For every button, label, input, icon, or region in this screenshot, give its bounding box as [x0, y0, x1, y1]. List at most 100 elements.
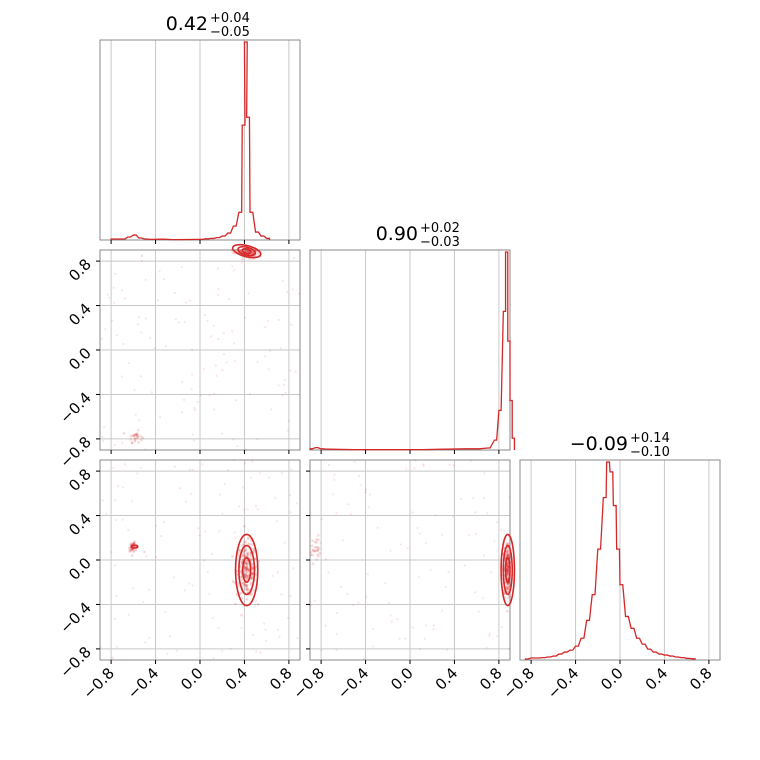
scatter-point-1-5 — [254, 557, 257, 560]
scatter-point-2-83 — [506, 541, 509, 545]
title-value-1: 0.90 — [376, 223, 418, 245]
scatter-point-2-59 — [506, 564, 509, 568]
hist-line-2 — [524, 461, 696, 660]
scatter-point-0-171 — [123, 297, 126, 300]
scatter-point-0-110 — [137, 441, 140, 444]
scatter-point-0-178 — [248, 393, 252, 396]
scatter-point-2-298 — [389, 549, 392, 552]
scatter-point-1-212 — [245, 564, 249, 568]
scatter-point-0-99 — [245, 249, 248, 252]
scatter-point-0-158 — [285, 290, 289, 294]
scatter-point-1-111 — [250, 566, 254, 569]
scatter-point-0-4 — [243, 249, 247, 252]
hist-bar-2-9 — [576, 646, 579, 660]
scatter-point-2-237 — [422, 463, 425, 466]
scatter-point-1-330 — [136, 472, 139, 475]
scatter-point-2-235 — [451, 515, 455, 518]
scatter-point-0-175 — [134, 413, 137, 416]
scatter-point-2-272 — [324, 558, 328, 561]
scatter-point-1-262 — [132, 541, 136, 545]
hist-bar-0-20 — [247, 117, 250, 240]
hist-bar-2-32 — [692, 659, 695, 660]
scatter-point-2-310 — [467, 533, 470, 537]
scatter-point-1-351 — [240, 627, 243, 630]
scatter-point-1-99 — [249, 577, 253, 580]
scatter-point-2-208 — [313, 540, 317, 544]
scatter-point-0-211 — [190, 348, 194, 351]
scatter-point-2-292 — [474, 591, 477, 594]
scatter-point-1-68 — [248, 556, 252, 560]
scatter-point-1-308 — [232, 459, 235, 462]
hist-bar-1-7 — [466, 449, 468, 450]
scatter-point-2-196 — [318, 551, 322, 555]
scatter-point-2-128 — [506, 582, 510, 585]
scatter-point-2-254 — [349, 512, 352, 516]
scatter-point-0-181 — [153, 346, 156, 350]
scatter-point-0-240 — [164, 345, 167, 348]
scatter-point-1-273 — [246, 508, 249, 511]
scatter-point-1-342 — [189, 492, 193, 496]
scatter-point-0-125 — [133, 436, 137, 440]
scatter-point-2-21 — [506, 569, 509, 573]
scatter-point-2-64 — [504, 555, 508, 558]
scatter-point-0-115 — [133, 439, 137, 442]
scatter-point-2-227 — [416, 526, 419, 529]
scatter-point-2-87 — [506, 570, 510, 573]
scatter-point-0-246 — [279, 347, 282, 350]
scatter-point-0-163 — [144, 317, 147, 320]
hist-bar-1-1 — [316, 448, 318, 450]
scatter-point-1-224 — [244, 588, 248, 592]
scatter-point-2-232 — [463, 564, 466, 567]
scatter-point-1-343 — [114, 564, 117, 567]
scatter-point-0-226 — [100, 337, 103, 340]
scatter-point-0-245 — [120, 375, 123, 378]
scatter-point-2-193 — [315, 538, 318, 541]
scatter-point-1-149 — [238, 548, 242, 552]
scatter-point-2-20 — [507, 552, 510, 555]
title-value-0: 0.42 — [166, 13, 208, 35]
scatter-point-2-189 — [313, 545, 317, 549]
scatter-point-1-48 — [246, 568, 249, 571]
scatter-point-1-158 — [252, 548, 256, 551]
scatter-point-0-182 — [114, 272, 117, 275]
scatter-point-2-203 — [317, 538, 320, 541]
scatter-point-1-309 — [113, 617, 117, 621]
scatter-point-0-173 — [221, 369, 224, 372]
scatter-point-2-132 — [506, 552, 509, 556]
scatter-point-0-200 — [222, 332, 225, 335]
scatter-point-2-276 — [432, 624, 435, 627]
title-value-2: −0.09 — [570, 433, 628, 455]
scatter-point-2-301 — [359, 484, 362, 487]
scatter-point-1-337 — [145, 555, 148, 558]
scatter-point-1-130 — [250, 577, 254, 581]
scatter-point-2-23 — [506, 564, 510, 567]
scatter-point-1-0 — [244, 548, 248, 552]
scatter-point-1-361 — [132, 587, 135, 590]
scatter-point-0-156 — [133, 440, 137, 443]
scatter-point-2-284 — [320, 518, 323, 521]
scatter-point-2-79 — [505, 551, 509, 555]
scatter-point-1-177 — [250, 558, 253, 562]
scatter-point-1-344 — [231, 579, 234, 582]
scatter-point-0-214 — [137, 323, 140, 326]
scatter-point-2-120 — [506, 553, 510, 557]
y-tick-label-row1-0: −0.8 — [56, 433, 94, 471]
hist-bar-2-22 — [637, 638, 640, 660]
scatter-point-2-251 — [335, 512, 338, 515]
scatter-point-1-225 — [250, 592, 253, 596]
scatter-point-1-3 — [241, 553, 245, 556]
scatter-point-0-170 — [106, 293, 109, 296]
scatter-point-1-285 — [218, 530, 221, 533]
scatter-point-1-325 — [276, 571, 279, 574]
hist-bar-0-22 — [256, 232, 259, 240]
x-tick-label-col2-2: 0.0 — [597, 664, 627, 694]
scatter-point-2-288 — [357, 601, 360, 604]
scatter-point-1-136 — [243, 555, 246, 558]
scatter-point-2-211 — [311, 549, 315, 552]
scatter-point-2-234 — [396, 617, 399, 621]
scatter-point-1-181 — [246, 536, 250, 539]
scatter-point-0-225 — [104, 328, 107, 331]
scatter-point-1-379 — [184, 500, 187, 503]
scatter-point-0-127 — [136, 428, 140, 432]
scatter-point-2-233 — [495, 635, 499, 638]
